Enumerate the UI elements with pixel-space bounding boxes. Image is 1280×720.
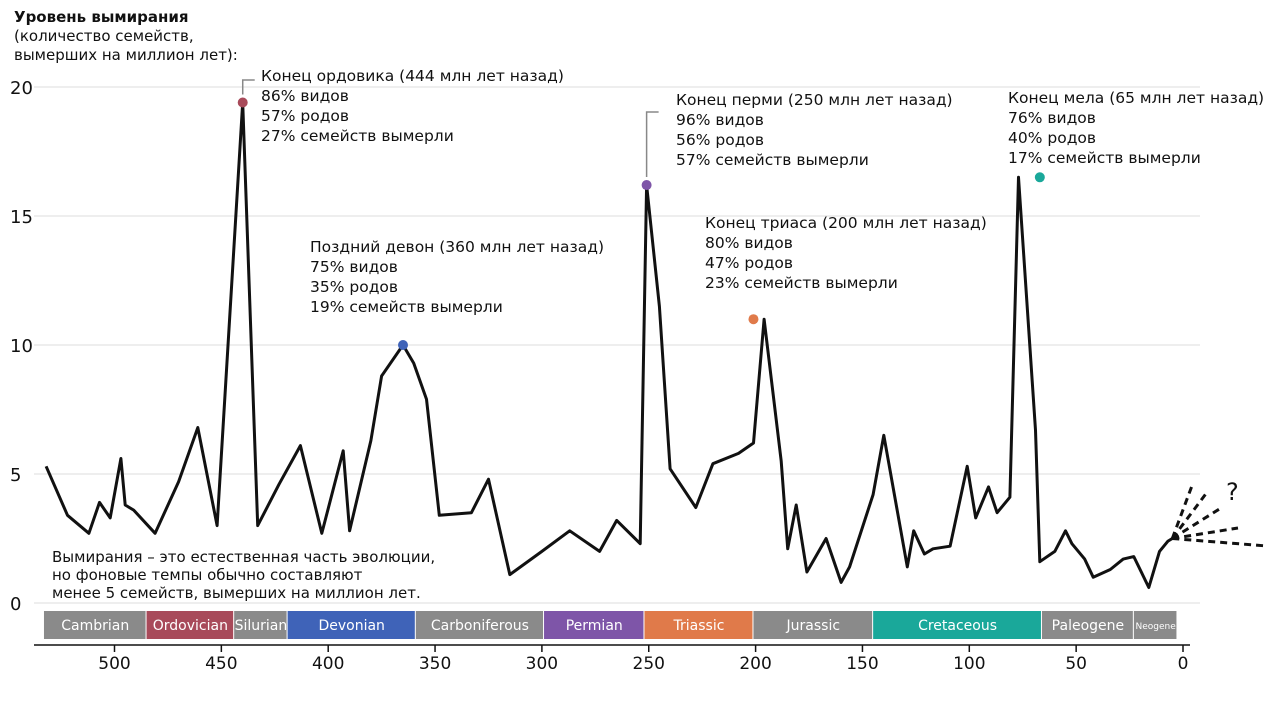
x-tick-label: 100 bbox=[953, 654, 985, 674]
annotation-families: 57% семейств вымерли bbox=[676, 151, 869, 169]
y-tick-label: 10 bbox=[10, 336, 33, 357]
period-neogene bbox=[1133, 611, 1177, 639]
annotation-families: 23% семейств вымерли bbox=[705, 274, 898, 292]
y-tick-label: 5 bbox=[10, 465, 21, 486]
annotation-genera: 56% родов bbox=[676, 131, 765, 149]
annotation-species: 96% видов bbox=[676, 111, 764, 129]
leader-line-ordovician bbox=[241, 79, 255, 95]
annotation-title: Конец ордовика (444 млн лет назад) bbox=[261, 67, 564, 85]
background-rate-note: Вымирания – это естественная часть эволю… bbox=[52, 548, 436, 602]
annotation-title: Поздний девон (360 млн лет назад) bbox=[310, 238, 604, 256]
projection-dashed-line bbox=[1172, 537, 1268, 548]
period-carboniferous bbox=[415, 611, 544, 639]
period-paleogene bbox=[1041, 611, 1133, 639]
y-tick-label: 15 bbox=[10, 207, 33, 228]
period-bar: Cambrian Ordovician Silurian Devonian Carbon… bbox=[43, 611, 1177, 639]
peak-point bbox=[237, 97, 248, 108]
period-label: Permian bbox=[566, 618, 623, 634]
y-axis-title-line2: (количество семейств, bbox=[14, 27, 194, 45]
y-axis-title-line3: вымерших на миллион лет): bbox=[14, 46, 238, 64]
leader-lines bbox=[241, 79, 659, 178]
peak-point bbox=[1034, 172, 1045, 183]
y-axis-title: Уровень вымирания (количество семейств, … bbox=[14, 8, 238, 65]
x-tick-label: 150 bbox=[846, 654, 878, 674]
y-axis-ticks: 0 5 10 15 20 bbox=[10, 78, 33, 615]
period-jurassic bbox=[753, 611, 873, 639]
peak-point bbox=[748, 314, 759, 325]
annotation-genera: 57% родов bbox=[261, 107, 350, 125]
period-label: Ordovician bbox=[153, 618, 228, 634]
annotation-species: 75% видов bbox=[310, 258, 398, 276]
projection-dashed-line bbox=[1171, 490, 1210, 540]
annotation-families: 27% семейств вымерли bbox=[261, 127, 454, 145]
period-label: Cretaceous bbox=[918, 618, 997, 634]
annotation-ordovician: Конец ордовика (444 млн лет назад) 86% в… bbox=[261, 66, 564, 146]
projection-dashed-line bbox=[1171, 506, 1222, 540]
y-axis-title-main: Уровень вымирания bbox=[14, 8, 189, 26]
annotation-triassic: Конец триаса (200 млн лет назад) 80% вид… bbox=[705, 213, 987, 293]
annotation-species: 76% видов bbox=[1008, 109, 1096, 127]
period-cambrian bbox=[43, 611, 146, 639]
annotation-devonian: Поздний девон (360 млн лет назад) 75% ви… bbox=[310, 237, 604, 317]
period-label: Paleogene bbox=[1052, 618, 1124, 634]
annotation-species: 80% видов bbox=[705, 234, 793, 252]
y-tick-label: 0 bbox=[10, 594, 21, 615]
peak-point bbox=[397, 340, 408, 350]
annotation-title: Конец триаса (200 млн лет назад) bbox=[705, 214, 987, 232]
annotation-permian: Конец перми (250 млн лет назад) 96% видо… bbox=[676, 90, 953, 170]
annotation-cretaceous: Конец мела (65 млн лет назад) 76% видов … bbox=[1008, 88, 1264, 168]
peak-point bbox=[641, 180, 652, 191]
annotation-genera: 40% родов bbox=[1008, 129, 1097, 147]
annotation-families: 17% семейств вымерли bbox=[1008, 149, 1201, 167]
period-triassic bbox=[644, 611, 753, 639]
period-label: Carboniferous bbox=[431, 618, 529, 634]
period-label: Triassic bbox=[673, 618, 725, 634]
period-label: Devonian bbox=[318, 618, 384, 634]
annotation-title: Конец перми (250 млн лет назад) bbox=[676, 91, 953, 109]
period-label: Neogene bbox=[1136, 622, 1177, 632]
period-permian bbox=[544, 611, 644, 639]
projection-dashed-line bbox=[1170, 482, 1195, 540]
annotation-genera: 47% родов bbox=[705, 254, 794, 272]
period-label: Jurassic bbox=[786, 618, 841, 634]
annotation-families: 19% семейств вымерли bbox=[310, 298, 503, 316]
x-tick-label: 250 bbox=[633, 654, 665, 674]
x-tick-label: 50 bbox=[1065, 654, 1087, 674]
x-tick-label: 450 bbox=[205, 654, 237, 674]
x-tick-label: 0 bbox=[1178, 654, 1189, 674]
question-mark: ? bbox=[1226, 478, 1239, 506]
period-label: Cambrian bbox=[61, 618, 129, 634]
y-tick-label: 20 bbox=[10, 78, 33, 99]
annotation-title: Конец мела (65 млн лет назад) bbox=[1008, 89, 1265, 107]
x-tick-label: 350 bbox=[419, 654, 451, 674]
x-tick-label: 200 bbox=[739, 654, 771, 674]
highlight-points bbox=[237, 97, 1045, 350]
leader-line-permian bbox=[645, 111, 659, 178]
note-line: но фоновые темпы обычно составляют bbox=[52, 566, 363, 584]
extinction-rate-line bbox=[44, 101, 1174, 589]
future-projection: ? bbox=[1170, 478, 1268, 548]
period-silurian bbox=[234, 611, 287, 639]
period-devonian bbox=[287, 611, 415, 639]
annotation-genera: 35% родов bbox=[310, 278, 399, 296]
period-label: Silurian bbox=[235, 618, 288, 634]
x-tick-label: 300 bbox=[526, 654, 558, 674]
note-line: менее 5 семейств, вымерших на миллион ле… bbox=[52, 584, 421, 602]
period-ordovician bbox=[146, 611, 234, 639]
projection-dashed-line bbox=[1172, 526, 1239, 540]
annotation-species: 86% видов bbox=[261, 87, 349, 105]
x-tick-label: 400 bbox=[312, 654, 344, 674]
period-cretaceous bbox=[873, 611, 1041, 639]
x-axis-ticks: 500 450 400 350 300 250 200 150 100 50 0 bbox=[34, 644, 1190, 674]
x-tick-label: 500 bbox=[98, 654, 130, 674]
note-line: Вымирания – это естественная часть эволю… bbox=[52, 548, 436, 566]
